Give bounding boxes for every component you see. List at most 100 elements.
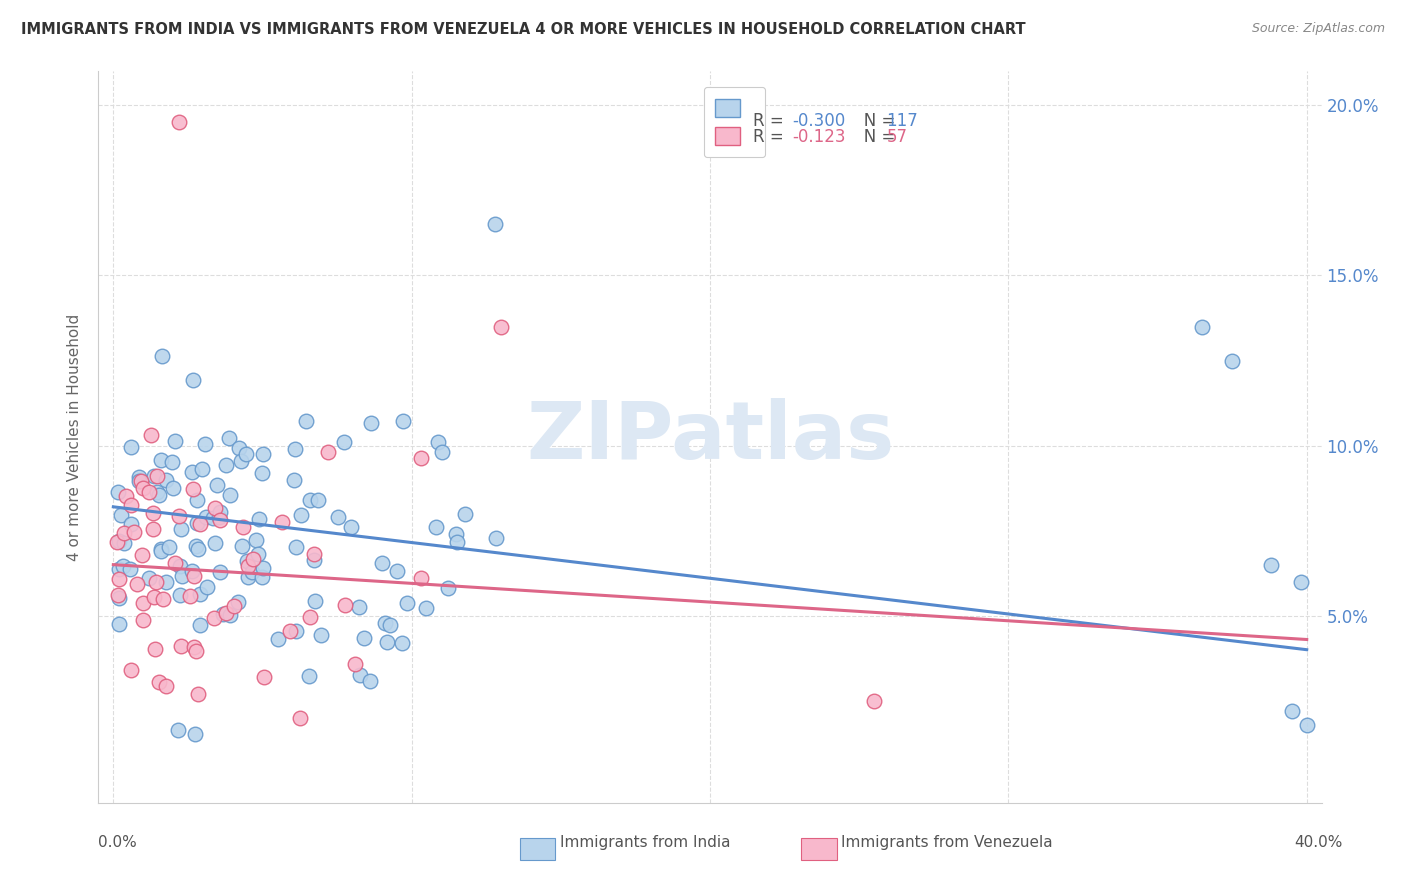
Point bbox=[179, 589, 201, 603]
Point bbox=[288, 710, 311, 724]
Point bbox=[112, 558, 135, 573]
Point bbox=[108, 533, 131, 548]
Point bbox=[180, 564, 202, 578]
Text: ZIPatlas: ZIPatlas bbox=[526, 398, 894, 476]
Point bbox=[150, 349, 173, 363]
Point bbox=[188, 516, 211, 531]
Point bbox=[371, 556, 394, 570]
Point bbox=[163, 556, 186, 570]
Point bbox=[430, 445, 453, 459]
Point bbox=[253, 670, 276, 684]
Point bbox=[128, 470, 150, 484]
Point bbox=[207, 477, 229, 491]
Point bbox=[298, 493, 321, 508]
Point bbox=[160, 454, 183, 468]
Point bbox=[204, 536, 226, 550]
Point bbox=[378, 618, 401, 632]
Point bbox=[360, 417, 382, 431]
Point bbox=[107, 562, 129, 576]
Point bbox=[142, 522, 165, 536]
Point bbox=[110, 508, 132, 523]
Point bbox=[409, 450, 432, 465]
Point bbox=[108, 591, 131, 605]
Text: 57: 57 bbox=[886, 128, 907, 146]
Point bbox=[138, 571, 160, 585]
Point bbox=[172, 568, 194, 582]
Text: 0.0%: 0.0% bbox=[98, 836, 138, 850]
Point bbox=[122, 524, 145, 539]
Point bbox=[131, 596, 153, 610]
Point bbox=[131, 548, 153, 562]
Point bbox=[195, 580, 218, 594]
Point bbox=[146, 485, 169, 500]
Point bbox=[446, 534, 468, 549]
Point bbox=[229, 453, 252, 467]
Point bbox=[238, 570, 260, 584]
Point bbox=[149, 541, 172, 556]
Point bbox=[375, 635, 398, 649]
Point bbox=[169, 588, 191, 602]
Text: 117: 117 bbox=[886, 112, 918, 130]
Point bbox=[298, 669, 321, 683]
Point bbox=[235, 447, 257, 461]
Point bbox=[195, 510, 218, 524]
Text: Immigrants from Venezuela: Immigrants from Venezuela bbox=[841, 836, 1053, 850]
Point bbox=[426, 435, 449, 450]
Point bbox=[302, 553, 325, 567]
Point bbox=[169, 509, 191, 524]
Point bbox=[278, 624, 301, 639]
Point bbox=[1191, 319, 1213, 334]
Point bbox=[316, 445, 339, 459]
Point bbox=[290, 508, 312, 522]
Point bbox=[863, 694, 886, 708]
Point bbox=[163, 434, 186, 449]
Point bbox=[298, 610, 321, 624]
Point bbox=[250, 569, 273, 583]
Point bbox=[183, 640, 205, 654]
Point bbox=[215, 458, 238, 472]
Point bbox=[1289, 574, 1312, 589]
Point bbox=[170, 639, 193, 653]
Point bbox=[148, 488, 170, 502]
Point bbox=[155, 574, 177, 589]
Point bbox=[107, 485, 129, 500]
Point bbox=[228, 441, 250, 455]
Point bbox=[188, 617, 211, 632]
Point bbox=[187, 542, 209, 557]
Point bbox=[284, 442, 307, 457]
Point bbox=[242, 551, 264, 566]
Point bbox=[202, 611, 225, 625]
Text: R =: R = bbox=[752, 112, 789, 130]
Text: -0.300: -0.300 bbox=[792, 112, 845, 130]
Point bbox=[232, 519, 254, 533]
Point bbox=[333, 434, 356, 449]
Point bbox=[415, 600, 437, 615]
Point bbox=[245, 533, 267, 548]
Point bbox=[219, 488, 242, 502]
Point bbox=[307, 492, 329, 507]
Point bbox=[150, 453, 173, 467]
Point bbox=[112, 536, 135, 550]
Point bbox=[183, 569, 205, 583]
Point bbox=[194, 436, 217, 450]
Point bbox=[1220, 353, 1243, 368]
Point bbox=[170, 523, 193, 537]
Point bbox=[120, 441, 142, 455]
Point bbox=[236, 558, 259, 573]
Point bbox=[128, 474, 150, 488]
Point bbox=[484, 218, 506, 232]
Point bbox=[252, 447, 274, 461]
Point bbox=[284, 540, 307, 554]
Text: Immigrants from India: Immigrants from India bbox=[560, 836, 730, 850]
Point bbox=[247, 547, 270, 561]
Point bbox=[454, 507, 477, 521]
Point bbox=[204, 500, 226, 515]
Point bbox=[1260, 558, 1282, 572]
Point bbox=[211, 607, 233, 622]
Point bbox=[271, 516, 294, 530]
Point bbox=[218, 608, 240, 623]
Point bbox=[107, 589, 129, 603]
Point bbox=[115, 489, 138, 503]
Point bbox=[120, 516, 142, 531]
Point bbox=[353, 631, 375, 645]
